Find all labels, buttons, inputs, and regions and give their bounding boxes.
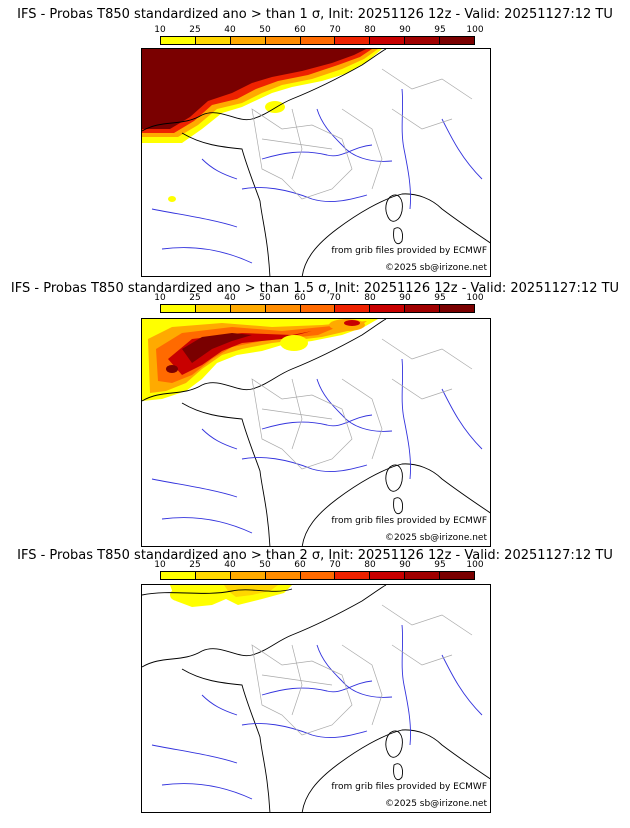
coastlines <box>142 319 490 546</box>
panel-1-map-canvas <box>142 49 490 276</box>
colorbar-tick-label: 80 <box>364 560 376 570</box>
panel-3-map-canvas <box>142 585 490 812</box>
colorbar-tick-label: 70 <box>329 25 341 35</box>
colorbar-segment <box>161 37 196 44</box>
panel-1-map: from grib files provided by ECMWF ©2025 … <box>141 48 491 277</box>
colorbar-segment <box>335 572 371 579</box>
colorbar-tick-label: 50 <box>259 293 271 303</box>
colorbar-tick-label: 80 <box>364 25 376 35</box>
colorbar-tick-label: 95 <box>434 293 446 303</box>
borders <box>251 604 473 736</box>
panel-3-title: IFS - Probas T850 standardized ano > tha… <box>17 548 613 563</box>
panel-3-colorbar <box>160 571 475 580</box>
colorbar-segment <box>161 305 196 312</box>
colorbar-tick-label: 70 <box>329 293 341 303</box>
rivers <box>151 624 483 800</box>
colorbar-segment <box>195 37 231 44</box>
colorbar-segment <box>300 305 336 312</box>
panel-3-site-credit: ©2025 sb@irizone.net <box>385 799 487 809</box>
colorbar-tick-label: 25 <box>189 560 201 570</box>
colorbar-segment <box>370 37 406 44</box>
colorbar-tick-label: 60 <box>294 293 306 303</box>
colorbar-segment <box>265 572 301 579</box>
colorbar-segment <box>405 305 441 312</box>
colorbar-tick-label: 80 <box>364 293 376 303</box>
probability-field <box>142 49 382 202</box>
colorbar-tick-label: 90 <box>399 293 411 303</box>
colorbar-segment <box>440 572 475 579</box>
colorbar-tick-label: 10 <box>154 293 166 303</box>
rivers <box>151 88 483 264</box>
borders <box>251 68 473 200</box>
panel-3-map: from grib files provided by ECMWF ©2025 … <box>141 584 491 813</box>
panel-2-colorbar-labels: 10 25 40 50 60 70 80 90 95 100 <box>146 293 502 304</box>
colorbar-segment <box>230 572 266 579</box>
panel-2-title: IFS - Probas T850 standardized ano > tha… <box>10 281 620 296</box>
colorbar-tick-label: 100 <box>466 560 484 570</box>
colorbar-segment <box>440 37 475 44</box>
colorbar-tick-label: 95 <box>434 25 446 35</box>
panel-1-site-credit: ©2025 sb@irizone.net <box>385 263 487 273</box>
colorbar-tick-label: 60 <box>294 560 306 570</box>
colorbar-segment <box>195 572 231 579</box>
panel-3-grib-credit: from grib files provided by ECMWF <box>331 782 487 792</box>
colorbar-segment <box>335 37 371 44</box>
panel-2: IFS - Probas T850 standardized ano > tha… <box>0 273 630 548</box>
colorbar-segment <box>405 572 441 579</box>
colorbar-segment <box>335 305 371 312</box>
panel-3: IFS - Probas T850 standardized ano > tha… <box>0 541 630 828</box>
colorbar-segment <box>440 305 475 312</box>
colorbar-tick-label: 95 <box>434 560 446 570</box>
colorbar-segment <box>370 572 406 579</box>
coastlines <box>142 49 490 276</box>
colorbar-tick-label: 70 <box>329 560 341 570</box>
panel-1: IFS - Probas T850 standardized ano > tha… <box>0 0 630 280</box>
colorbar-tick-label: 100 <box>466 293 484 303</box>
colorbar-segment <box>265 37 301 44</box>
rivers <box>151 358 483 534</box>
colorbar-segment <box>230 305 266 312</box>
colorbar-tick-label: 10 <box>154 560 166 570</box>
colorbar-segment <box>195 305 231 312</box>
colorbar-segment <box>300 37 336 44</box>
colorbar-segment <box>265 305 301 312</box>
colorbar-tick-label: 40 <box>224 293 236 303</box>
panel-1-colorbar-labels: 10 25 40 50 60 70 80 90 95 100 <box>146 25 502 36</box>
colorbar-tick-label: 25 <box>189 293 201 303</box>
probability-field <box>170 585 292 607</box>
colorbar-segment <box>370 305 406 312</box>
colorbar-tick-label: 90 <box>399 25 411 35</box>
colorbar-tick-label: 10 <box>154 25 166 35</box>
colorbar-tick-label: 100 <box>466 25 484 35</box>
colorbar-tick-label: 25 <box>189 25 201 35</box>
panel-2-grib-credit: from grib files provided by ECMWF <box>331 516 487 526</box>
colorbar-segment <box>161 572 196 579</box>
colorbar-tick-label: 50 <box>259 25 271 35</box>
panel-3-colorbar-labels: 10 25 40 50 60 70 80 90 95 100 <box>146 560 502 571</box>
panel-2-site-credit: ©2025 sb@irizone.net <box>385 533 487 543</box>
panel-2-map-canvas <box>142 319 490 546</box>
colorbar-segment <box>405 37 441 44</box>
borders <box>251 338 473 470</box>
probability-field <box>142 319 378 401</box>
colorbar-tick-label: 40 <box>224 560 236 570</box>
panel-2-colorbar <box>160 304 475 313</box>
panel-2-map: from grib files provided by ECMWF ©2025 … <box>141 318 491 547</box>
panel-1-colorbar <box>160 36 475 45</box>
panel-1-title: IFS - Probas T850 standardized ano > tha… <box>17 7 613 22</box>
colorbar-tick-label: 90 <box>399 560 411 570</box>
panel-1-grib-credit: from grib files provided by ECMWF <box>331 246 487 256</box>
colorbar-segment <box>230 37 266 44</box>
coastlines <box>142 585 490 812</box>
colorbar-tick-label: 40 <box>224 25 236 35</box>
colorbar-segment <box>300 572 336 579</box>
colorbar-tick-label: 50 <box>259 560 271 570</box>
colorbar-tick-label: 60 <box>294 25 306 35</box>
